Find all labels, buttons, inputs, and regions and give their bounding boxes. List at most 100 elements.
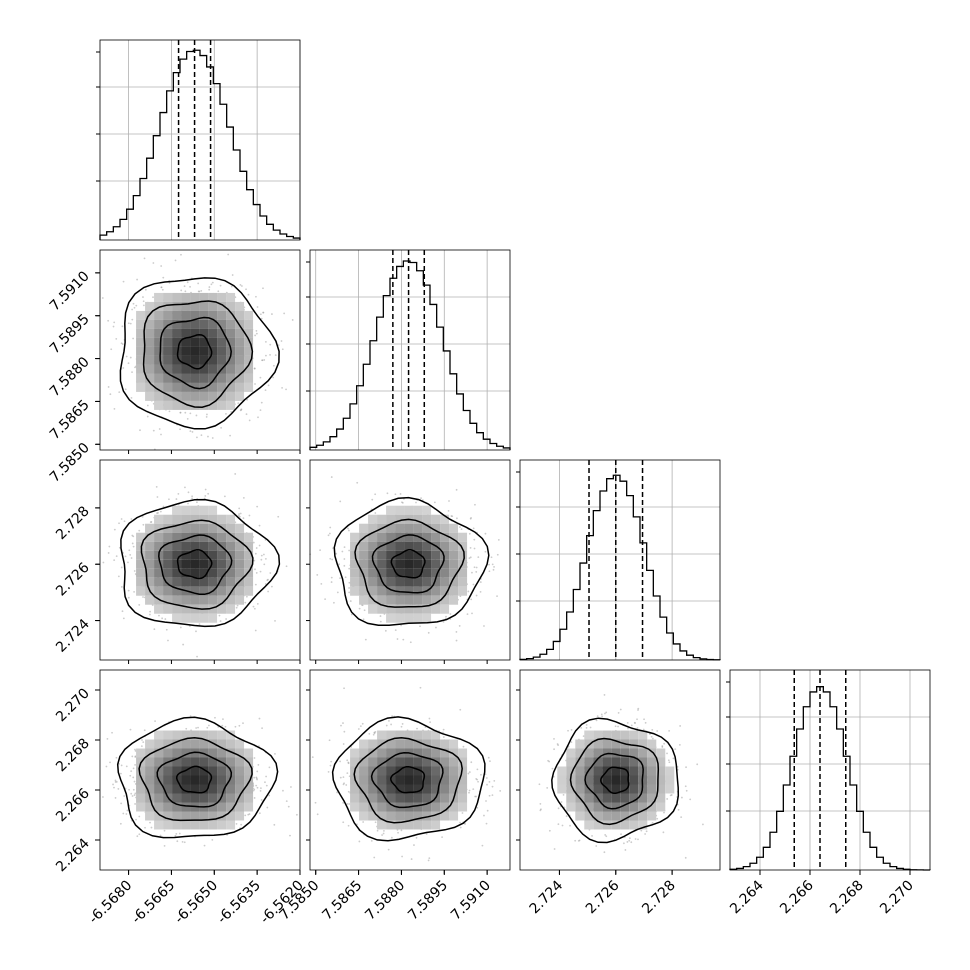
sample-point [348,587,350,589]
sample-point [159,510,162,513]
sample-point [150,521,153,523]
sample-point [484,550,487,553]
density-cell [172,793,182,803]
sample-point [327,770,330,773]
density-cell [217,604,227,614]
sample-point [254,583,257,586]
density-cell [217,391,227,401]
density-cell [181,328,191,338]
sample-point [419,686,422,689]
sample-point [425,833,428,835]
sample-point [133,306,136,309]
density-cell [226,400,236,410]
density-cell [199,559,209,569]
sample-point [459,526,461,528]
sample-point [126,809,129,812]
density-cell [190,739,200,749]
sample-point [385,724,388,727]
sample-point [152,429,155,432]
density-cell [190,811,200,821]
sample-point [133,590,135,593]
density-cell [208,613,218,623]
sample-point [131,795,134,797]
sample-point [372,733,375,736]
sample-point [175,832,178,835]
density-cell [217,373,227,383]
sample-point [468,532,471,535]
density-cell [172,391,182,401]
density-cell [190,310,200,320]
sample-point [253,367,256,370]
sample-point [488,563,490,566]
sample-point [225,618,228,620]
sample-point [165,628,168,631]
sample-point [272,376,274,379]
density-cell [172,568,182,578]
sample-point [394,493,397,496]
sample-point [277,515,280,518]
sample-point [382,832,385,835]
sample-point [237,514,240,517]
density-cell [181,568,191,578]
density-cell [226,604,236,614]
sample-point [156,496,159,498]
density-cell [172,613,182,623]
sample-point [462,745,465,748]
density-cell [235,586,245,596]
sample-point [257,763,260,766]
sample-point [160,265,163,267]
density-cell [163,802,173,812]
density-cell [404,577,414,587]
sample-point [371,498,374,501]
density-cell [208,577,218,587]
sample-point [271,313,273,315]
sample-point [154,720,156,723]
sample-point [206,413,208,416]
density-cell [199,613,209,623]
density-cell [145,319,155,329]
sample-point [316,813,319,816]
density-cell [395,595,405,605]
sample-point [113,321,116,324]
density-cell [359,550,369,560]
density-cell [431,514,441,524]
sample-point [483,625,485,627]
sample-point [120,566,123,569]
sample-point [477,556,480,559]
density-cell [377,559,387,569]
density-cell [208,319,218,329]
sample-point [346,759,349,762]
density-cell [235,766,245,776]
density-cell [163,541,173,551]
sample-point [127,322,130,325]
sample-point [130,770,133,773]
density-cell [226,811,236,821]
sample-point [124,555,127,558]
sample-point [258,544,261,547]
sample-point [152,262,155,264]
sample-point [184,411,187,414]
sample-point [135,304,138,307]
sample-point [240,285,243,287]
sample-point [348,591,351,594]
contour-line [176,549,213,580]
sample-point [132,788,135,791]
sample-point [112,783,114,786]
sample-point [106,737,109,740]
sample-point [122,367,125,369]
sample-point [134,756,137,758]
density-cell [199,577,209,587]
sample-point [160,433,162,436]
density-cell [163,586,173,596]
sample-point [342,776,345,779]
sample-point [253,788,256,791]
sample-point [113,559,116,562]
density-cell [395,613,405,623]
sample-point [485,800,487,802]
hist-panel [96,39,301,241]
density-cell [359,595,369,605]
sample-point [120,518,123,520]
density-cell [190,595,200,605]
density-cell [154,382,164,392]
